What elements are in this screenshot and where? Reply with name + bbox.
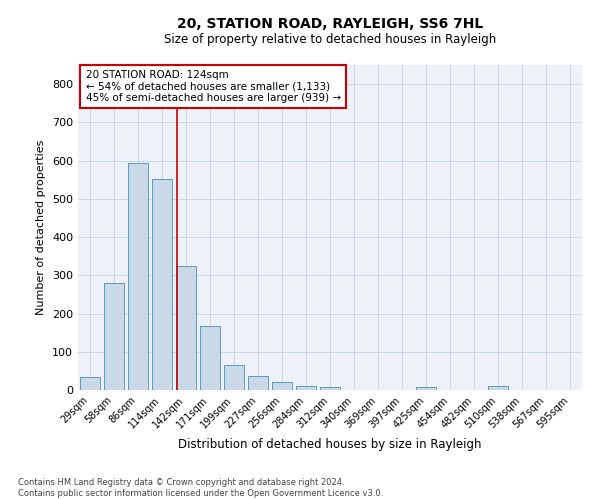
Bar bbox=[176, 266, 196, 390]
Bar bbox=[224, 365, 244, 390]
Bar bbox=[272, 382, 292, 390]
Bar bbox=[128, 162, 148, 390]
Text: Size of property relative to detached houses in Rayleigh: Size of property relative to detached ho… bbox=[164, 32, 496, 46]
Bar bbox=[248, 376, 268, 390]
Bar bbox=[200, 326, 220, 390]
Bar bbox=[80, 376, 100, 390]
Text: 20 STATION ROAD: 124sqm
← 54% of detached houses are smaller (1,133)
45% of semi: 20 STATION ROAD: 124sqm ← 54% of detache… bbox=[86, 70, 341, 103]
Bar bbox=[416, 387, 436, 390]
Bar bbox=[488, 386, 508, 390]
Bar bbox=[152, 179, 172, 390]
Bar bbox=[104, 283, 124, 390]
Text: Contains HM Land Registry data © Crown copyright and database right 2024.
Contai: Contains HM Land Registry data © Crown c… bbox=[18, 478, 383, 498]
Bar bbox=[296, 386, 316, 390]
Bar bbox=[320, 387, 340, 390]
X-axis label: Distribution of detached houses by size in Rayleigh: Distribution of detached houses by size … bbox=[178, 438, 482, 451]
Text: 20, STATION ROAD, RAYLEIGH, SS6 7HL: 20, STATION ROAD, RAYLEIGH, SS6 7HL bbox=[177, 18, 483, 32]
Y-axis label: Number of detached properties: Number of detached properties bbox=[37, 140, 46, 315]
